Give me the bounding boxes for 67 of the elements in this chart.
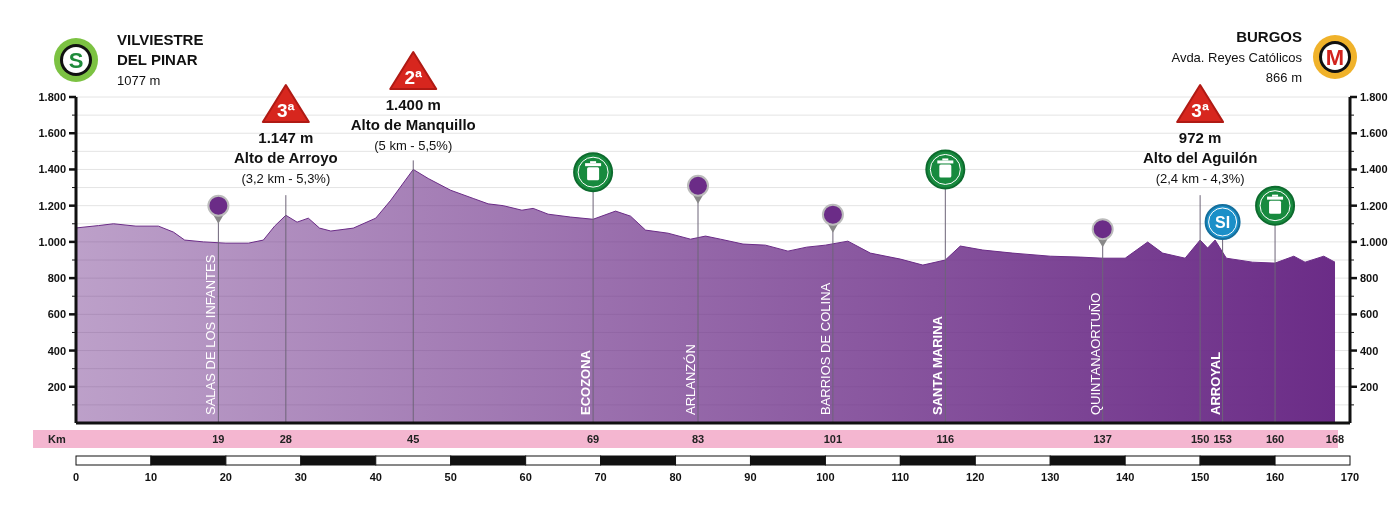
ref-line-label: SALAS DE LOS INFANTES bbox=[203, 254, 219, 415]
text: 19 bbox=[212, 433, 225, 445]
text: 153 bbox=[1213, 433, 1232, 445]
y-tick-label: 1.600 bbox=[38, 127, 66, 140]
x-tick-label: 10 bbox=[144, 471, 158, 483]
ref-line-label: BARRIOS DE COLINA bbox=[817, 282, 833, 415]
y-tick-label: 800 bbox=[47, 272, 66, 285]
annotation: 3ª bbox=[1191, 100, 1210, 121]
y-tick-label: 1.800 bbox=[38, 91, 66, 103]
y-tick-label: 400 bbox=[47, 344, 66, 357]
text: BURGOS Avda. Reyes Católicos 866 m bbox=[1171, 28, 1303, 85]
x-tick-label: 80 bbox=[669, 471, 682, 483]
annotation: SI bbox=[1215, 213, 1231, 231]
y2-tick-label: 400 bbox=[1360, 344, 1379, 357]
text: 116 bbox=[936, 433, 955, 445]
annotation: 1.147 m Alto de Arroyo (3,2 km - 5,3%) bbox=[234, 129, 338, 186]
y-tick-label: 1.000 bbox=[38, 235, 66, 248]
ref-line-label: ARROYAL bbox=[1207, 351, 1223, 415]
x-tick-label: 0 bbox=[72, 471, 80, 483]
text: 28 bbox=[279, 433, 292, 445]
text: VILVIESTRE DEL PINAR 1077 m bbox=[117, 31, 204, 88]
text: 137 bbox=[1093, 433, 1112, 445]
text: 69 bbox=[586, 433, 600, 445]
x-tick-label: 120 bbox=[966, 471, 985, 483]
y-tick-label: 1.200 bbox=[38, 199, 66, 212]
text: 2ª bbox=[404, 67, 423, 88]
annotation: 1.400 m Alto de Manquillo (5 km - 5,5%) bbox=[350, 96, 476, 153]
y2-tick-label: 1.600 bbox=[1360, 127, 1388, 140]
y2-tick-label: 1.800 bbox=[1360, 91, 1388, 103]
x-tick-label: 140 bbox=[1116, 471, 1135, 483]
text: 160 bbox=[1265, 433, 1285, 445]
x-tick-label: 30 bbox=[294, 471, 307, 483]
y2-tick-label: 800 bbox=[1360, 272, 1379, 285]
ref-line-label: QUINTANAORTUÑO bbox=[1087, 292, 1103, 415]
x-tick-label: 90 bbox=[744, 471, 757, 483]
y-tick-label: 1.400 bbox=[38, 163, 66, 176]
x-tick-label: 100 bbox=[816, 471, 835, 483]
x-tick-label: 110 bbox=[891, 471, 910, 483]
y-tick-label: 600 bbox=[47, 308, 66, 321]
y2-tick-label: 1.000 bbox=[1360, 235, 1388, 248]
annotation: 972 m Alto del Aguilón (2,4 km - 4,3%) bbox=[1142, 129, 1258, 186]
x-tick-label: 20 bbox=[219, 471, 233, 483]
text: 150 bbox=[1190, 433, 1210, 445]
x-tick-label: 170 bbox=[1340, 471, 1360, 483]
y2-tick-label: 200 bbox=[1360, 380, 1379, 393]
x-tick-label: 70 bbox=[594, 471, 607, 483]
x-tick-label: 130 bbox=[1041, 471, 1060, 483]
y-tick-label: 200 bbox=[47, 380, 66, 393]
ref-line-label: ARLANZÓN bbox=[683, 344, 699, 415]
x-tick-label: 160 bbox=[1265, 471, 1285, 483]
annotation: 3ª bbox=[277, 100, 296, 121]
text: 45 bbox=[407, 433, 420, 445]
ref-line-label: ECOZONA bbox=[578, 349, 594, 415]
ref-line-label: SANTA MARINA bbox=[930, 315, 946, 415]
text: 101 bbox=[823, 433, 843, 445]
x-tick-label: 50 bbox=[444, 471, 457, 483]
y2-tick-label: 1.200 bbox=[1360, 199, 1388, 212]
text: Km bbox=[48, 433, 66, 445]
text: 168 bbox=[1325, 433, 1345, 445]
text: 83 bbox=[691, 433, 705, 445]
text: S bbox=[68, 48, 84, 73]
y2-tick-label: 1.400 bbox=[1360, 163, 1388, 176]
x-tick-label: 40 bbox=[369, 471, 382, 483]
y2-tick-label: 600 bbox=[1360, 308, 1379, 321]
x-tick-label: 150 bbox=[1190, 471, 1210, 483]
text: M bbox=[1325, 45, 1345, 70]
x-tick-label: 60 bbox=[519, 471, 532, 483]
